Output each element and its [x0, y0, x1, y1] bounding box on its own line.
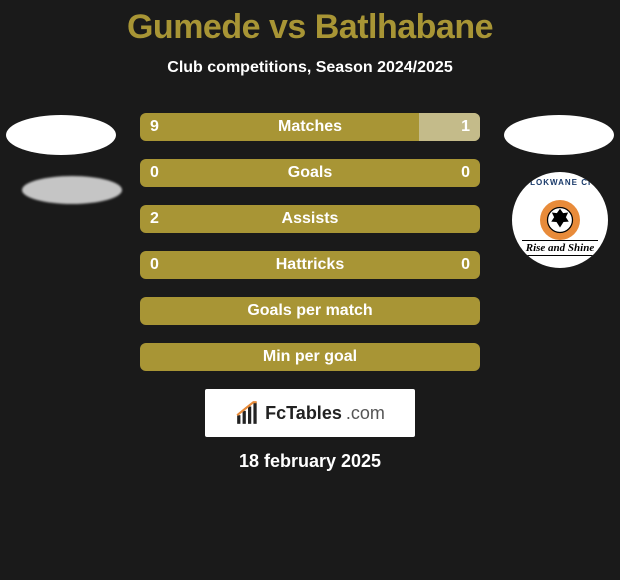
- stat-label: Goals per match: [140, 302, 480, 320]
- stat-row-hattricks: Hattricks0 0: [140, 251, 480, 279]
- stat-label: Assists: [140, 210, 480, 228]
- stat-value-left: 2: [140, 205, 169, 233]
- brand-logo[interactable]: FcTables.com: [205, 389, 415, 437]
- brand-name: FcTables: [265, 403, 342, 424]
- crest-arc-text: POLOKWANE CITY: [512, 178, 608, 187]
- stat-value-left: 9: [140, 113, 169, 141]
- stat-row-assists: Assists2: [140, 205, 480, 233]
- stat-value-right: 1: [451, 113, 480, 141]
- subtitle: Club competitions, Season 2024/2025: [0, 59, 620, 77]
- stat-row-goals: Goals0 0: [140, 159, 480, 187]
- stat-row-matches: Matches9 1: [140, 113, 480, 141]
- stat-value-left: 0: [140, 251, 169, 279]
- player-badge-right: [504, 115, 614, 155]
- player-badge-left: [6, 115, 116, 155]
- stat-row-goals-per-match: Goals per match: [140, 297, 480, 325]
- stat-value-right: 0: [451, 251, 480, 279]
- page-title: Gumede vs Batlhabane: [0, 0, 620, 47]
- crest-banner: Rise and Shine: [522, 240, 599, 256]
- bar-chart-icon: [235, 400, 261, 426]
- date-label: 18 february 2025: [0, 451, 620, 472]
- football-icon: [545, 205, 575, 235]
- stat-value-right: 0: [451, 159, 480, 187]
- stat-label: Goals: [140, 164, 480, 182]
- brand-suffix: .com: [346, 403, 385, 424]
- team-crest: POLOKWANE CITY Rise and Shine: [510, 170, 610, 270]
- stat-label: Hattricks: [140, 256, 480, 274]
- stat-label: Min per goal: [140, 348, 480, 366]
- badge-shadow-left: [22, 176, 122, 204]
- crest-center: [540, 200, 580, 240]
- stat-label: Matches: [140, 118, 480, 136]
- stat-value-left: 0: [140, 159, 169, 187]
- stat-bars: Matches91Goals00Assists2Hattricks00Goals…: [140, 113, 480, 371]
- stat-row-min-per-goal: Min per goal: [140, 343, 480, 371]
